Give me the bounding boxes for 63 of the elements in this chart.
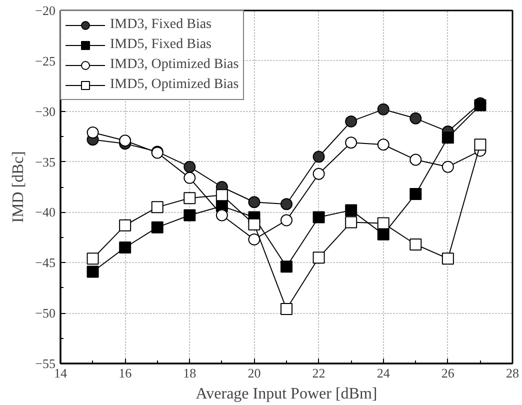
- point: [312, 252, 325, 264]
- point: [184, 192, 196, 204]
- legend-label: IMD5, Fixed Bias: [110, 37, 212, 53]
- point: [184, 160, 196, 173]
- x-axis-title: Average Input Power [dBm]: [196, 386, 378, 402]
- point: [248, 196, 260, 208]
- point: [280, 303, 292, 316]
- y-tick-label: −25: [35, 53, 56, 68]
- point: [442, 160, 454, 173]
- point: [248, 233, 260, 246]
- y-tick-label: −45: [35, 255, 56, 270]
- point: [216, 189, 228, 202]
- point: [312, 168, 325, 180]
- legend-label: IMD3, Optimized Bias: [110, 57, 239, 73]
- point: [119, 219, 132, 232]
- x-tick-label: 28: [506, 366, 519, 380]
- y-tick-label: −50: [35, 306, 56, 321]
- x-tick-label: 14: [54, 366, 68, 380]
- x-tick-label: 16: [118, 366, 132, 380]
- point: [280, 214, 292, 226]
- legend-label: IMD3, Fixed Bias: [110, 17, 212, 33]
- point: [345, 204, 358, 216]
- point: [377, 217, 390, 230]
- point: [345, 216, 358, 228]
- point: [410, 154, 422, 166]
- point: [248, 218, 260, 230]
- y-tick-label: −30: [35, 104, 56, 119]
- point: [216, 209, 228, 222]
- point: [312, 211, 325, 224]
- point: [377, 228, 390, 240]
- point: [442, 252, 454, 265]
- point: [410, 188, 422, 200]
- point: [410, 112, 422, 124]
- y-tick-label: −40: [35, 204, 56, 220]
- x-tick-label: 24: [376, 366, 390, 380]
- y-tick-label: −55: [35, 356, 56, 371]
- point: [119, 134, 132, 147]
- point: [184, 209, 196, 222]
- x-tick-label: 26: [441, 366, 455, 380]
- point: [442, 132, 454, 144]
- y-tick-label: −20: [35, 3, 56, 18]
- point: [86, 252, 99, 265]
- point: [151, 221, 164, 234]
- point: [377, 138, 390, 151]
- y-tick-label: −35: [35, 154, 56, 170]
- point: [151, 201, 164, 214]
- x-tick-label: 22: [312, 366, 326, 380]
- point: [474, 138, 486, 151]
- y-axis-title: IMD [dBc]: [10, 151, 28, 223]
- point: [119, 242, 132, 254]
- point: [377, 103, 390, 116]
- point: [86, 266, 99, 278]
- point: [280, 198, 292, 210]
- x-tick-label: 18: [183, 366, 196, 380]
- point: [410, 238, 422, 250]
- point: [86, 126, 99, 139]
- point: [345, 115, 358, 128]
- point: [280, 260, 292, 273]
- point: [184, 172, 196, 184]
- legend-label: IMD5, Optimized Bias: [110, 77, 239, 93]
- point: [345, 136, 358, 149]
- x-tick-label: 20: [248, 366, 261, 380]
- point: [312, 150, 325, 163]
